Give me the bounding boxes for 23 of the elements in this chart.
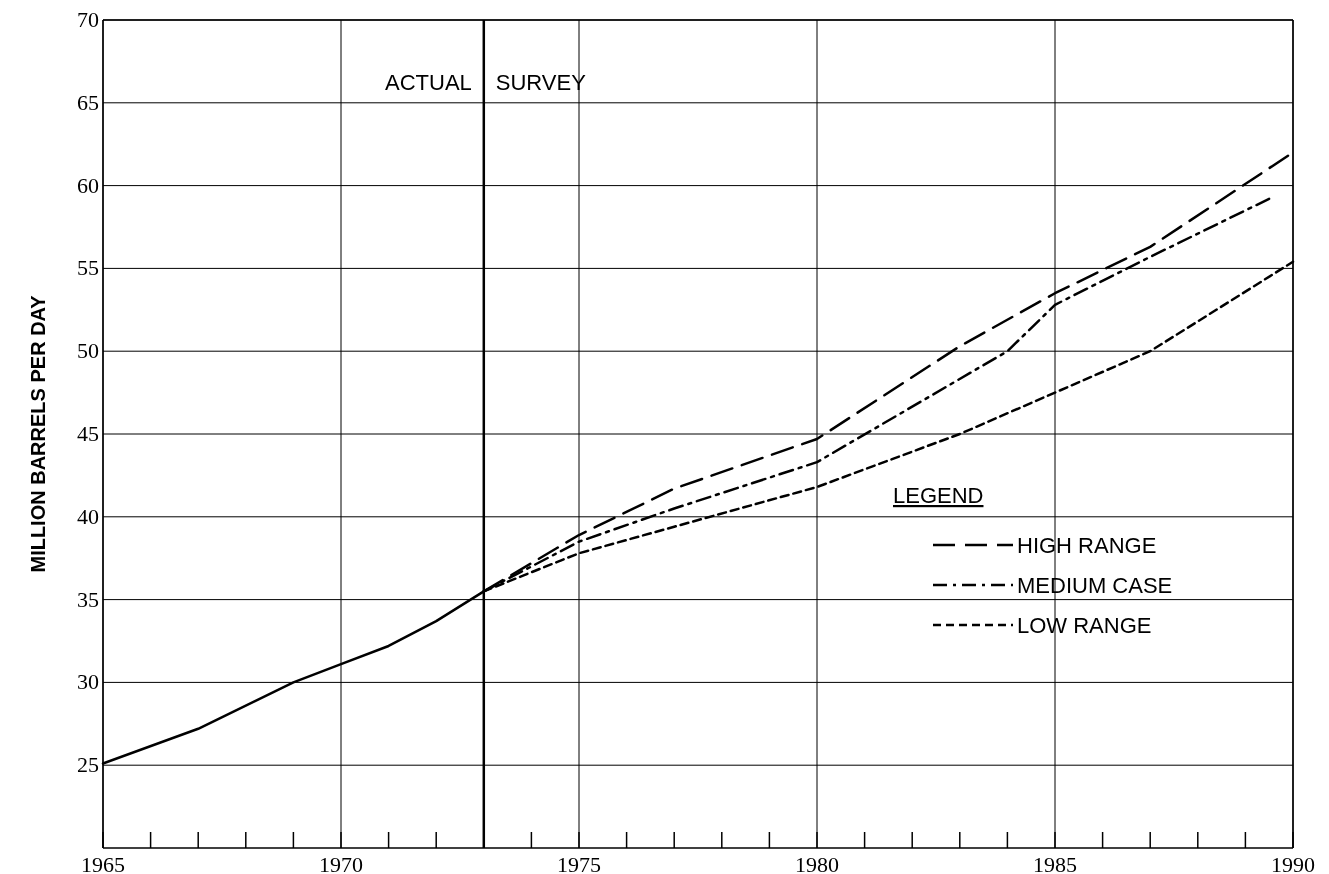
legend-label: MEDIUM CASE — [1017, 573, 1173, 598]
y-tick-label: 55 — [77, 255, 99, 281]
y-tick-label: 25 — [77, 752, 99, 778]
y-tick-label: 45 — [77, 421, 99, 446]
x-tick-label: 1975 — [557, 852, 601, 874]
y-tick-label: 50 — [77, 338, 99, 364]
annotation: SURVEY — [495, 70, 587, 95]
y-tick-label: 70 — [77, 7, 99, 32]
y-tick-label: 30 — [77, 669, 99, 695]
x-tick-label: 1965 — [81, 852, 125, 874]
x-tick-label: 1985 — [1033, 852, 1077, 874]
x-tick-label: 1990 — [1271, 852, 1315, 874]
annotation: ACTUAL — [385, 70, 472, 95]
y-tick-label: 35 — [77, 586, 99, 612]
x-tick-label: 1970 — [319, 852, 363, 874]
y-axis-title: MILLION BARRELS PER DAY — [27, 294, 49, 573]
x-tick-label: 1980 — [795, 852, 839, 874]
legend-label: HIGH RANGE — [1017, 533, 1157, 558]
y-tick-label: 40 — [77, 503, 99, 529]
legend-label: LOW RANGE — [1017, 613, 1152, 638]
legend-title: LEGEND — [893, 483, 984, 508]
y-tick-label: 65 — [77, 89, 99, 115]
y-tick-label: 60 — [77, 172, 99, 198]
